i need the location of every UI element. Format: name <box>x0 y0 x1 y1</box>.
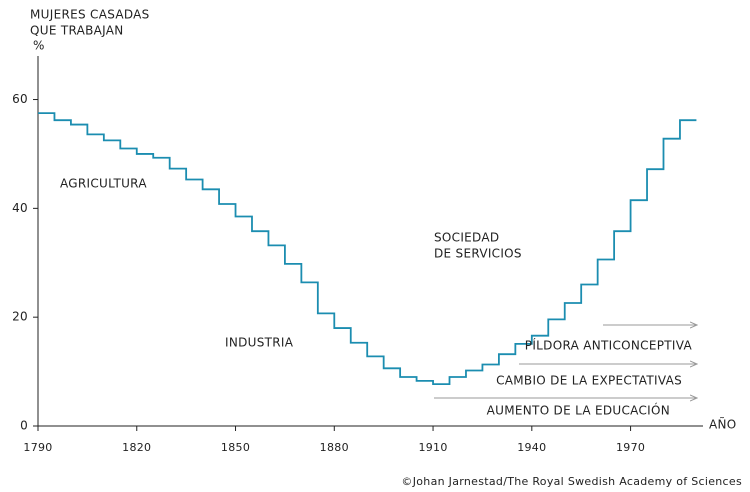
x-tick-label: 1850 <box>221 441 250 454</box>
annotation: PÍLDORA ANTICONCEPTIVA <box>525 338 693 353</box>
title-line: MUJERES CASADAS <box>30 8 150 22</box>
x-tick-label: 1790 <box>23 441 52 454</box>
x-tick-label: 1910 <box>418 441 447 454</box>
y-tick-label: 0 <box>20 419 28 433</box>
y-label: % <box>33 39 45 53</box>
title-line: QUE TRABAJAN <box>30 24 124 38</box>
x-tick-label: 1940 <box>517 441 546 454</box>
step-line <box>38 112 697 386</box>
annotation: SOCIEDAD <box>434 231 499 245</box>
annotation: CAMBIO DE LA EXPECTATIVAS <box>496 374 682 388</box>
y-tick-label: 20 <box>12 310 28 324</box>
annotation: INDUSTRIA <box>225 336 294 350</box>
annotation: AGRICULTURA <box>60 177 147 191</box>
annotation: DE SERVICIOS <box>434 247 522 261</box>
x-tick-label: 1820 <box>122 441 151 454</box>
y-tick-label: 60 <box>12 92 28 106</box>
y-tick-label: 40 <box>12 201 28 215</box>
source: ©Johan Jarnestad/The Royal Swedish Acade… <box>401 475 742 488</box>
x-tick-label: 1880 <box>320 441 349 454</box>
x-tick-label: 1970 <box>616 441 645 454</box>
x-label: AÑO <box>709 417 737 432</box>
annotation: AUMENTO DE LA EDUCACIÓN <box>487 403 670 418</box>
